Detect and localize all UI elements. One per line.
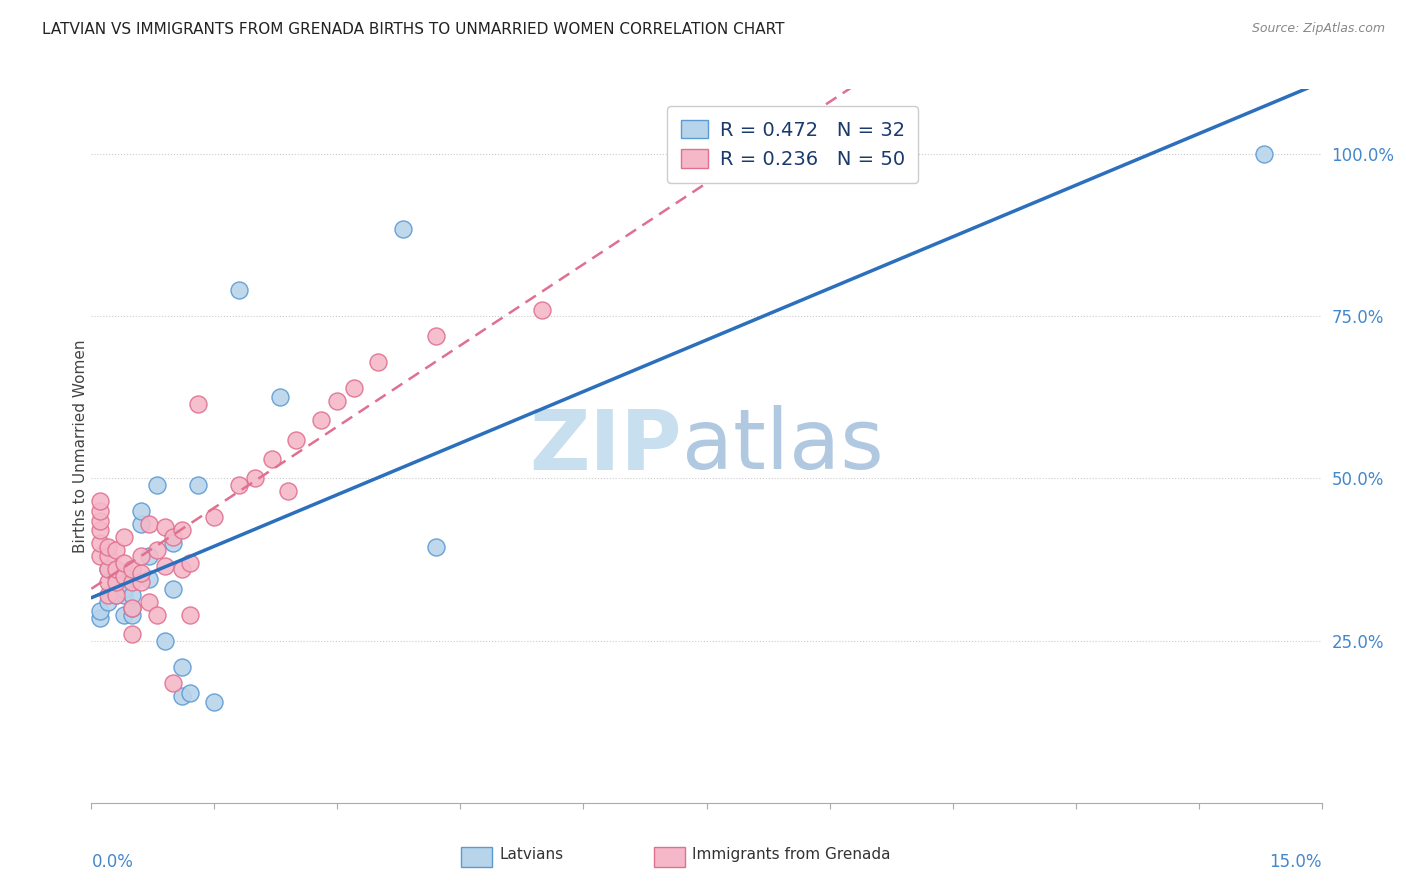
Point	[89, 536, 111, 550]
Point	[129, 566, 152, 580]
Point	[162, 536, 184, 550]
Point	[121, 562, 143, 576]
Point	[162, 582, 184, 596]
Legend: R = 0.472   N = 32, R = 0.236   N = 50: R = 0.472 N = 32, R = 0.236 N = 50	[666, 106, 918, 183]
Point	[121, 601, 143, 615]
Point	[112, 556, 135, 570]
Point	[129, 516, 152, 531]
Point	[121, 607, 143, 622]
Point	[105, 575, 127, 590]
Point	[179, 607, 201, 622]
Point	[89, 604, 111, 618]
Point	[138, 516, 160, 531]
Point	[105, 588, 127, 602]
Point	[105, 588, 127, 602]
Point	[97, 575, 120, 590]
Point	[138, 549, 160, 564]
Point	[89, 514, 111, 528]
Point	[153, 520, 177, 534]
Point	[343, 381, 366, 395]
Point	[97, 562, 120, 576]
Point	[97, 549, 120, 564]
Text: ZIP: ZIP	[530, 406, 682, 486]
Point	[112, 530, 135, 544]
Point	[285, 433, 308, 447]
Point	[112, 607, 135, 622]
Text: Immigrants from Grenada: Immigrants from Grenada	[692, 847, 890, 862]
Point	[162, 675, 184, 690]
Point	[112, 582, 135, 596]
Point	[531, 302, 554, 317]
Point	[89, 524, 111, 538]
Point	[112, 588, 135, 602]
Point	[170, 524, 193, 538]
Point	[97, 595, 120, 609]
Point	[187, 478, 209, 492]
Point	[309, 413, 332, 427]
Point	[89, 611, 111, 625]
Point	[245, 471, 267, 485]
Point	[89, 504, 111, 518]
Point	[105, 572, 127, 586]
Point	[170, 659, 193, 673]
Point	[129, 549, 152, 564]
Point	[129, 504, 152, 518]
Point	[121, 575, 143, 590]
Point	[105, 542, 127, 557]
Point	[187, 397, 209, 411]
Point	[1253, 147, 1275, 161]
Point	[97, 588, 120, 602]
Point	[146, 478, 169, 492]
Point	[105, 568, 127, 582]
Point	[425, 328, 447, 343]
Point	[367, 354, 389, 368]
Point	[277, 484, 299, 499]
Point	[146, 542, 169, 557]
Point	[121, 627, 143, 641]
Point	[97, 562, 120, 576]
Text: 0.0%: 0.0%	[91, 853, 134, 871]
Point	[392, 221, 415, 235]
Point	[129, 575, 152, 590]
Point	[202, 510, 225, 524]
Point	[170, 562, 193, 576]
Text: LATVIAN VS IMMIGRANTS FROM GRENADA BIRTHS TO UNMARRIED WOMEN CORRELATION CHART: LATVIAN VS IMMIGRANTS FROM GRENADA BIRTH…	[42, 22, 785, 37]
Point	[97, 540, 120, 554]
Point	[112, 568, 135, 582]
Point	[228, 283, 250, 297]
Text: atlas: atlas	[682, 406, 883, 486]
Point	[146, 607, 169, 622]
Point	[162, 530, 184, 544]
Point	[179, 556, 201, 570]
Point	[260, 452, 283, 467]
Point	[153, 633, 177, 648]
Point	[121, 601, 143, 615]
Text: Source: ZipAtlas.com: Source: ZipAtlas.com	[1251, 22, 1385, 36]
Point	[179, 685, 201, 699]
Point	[138, 595, 160, 609]
Point	[138, 572, 160, 586]
Text: Latvians: Latvians	[499, 847, 564, 862]
Point	[269, 390, 291, 404]
Point	[105, 575, 127, 590]
Point	[89, 494, 111, 508]
Point	[202, 695, 225, 709]
Point	[326, 393, 349, 408]
Point	[105, 562, 127, 576]
Point	[153, 559, 177, 574]
Text: 15.0%: 15.0%	[1270, 853, 1322, 871]
Y-axis label: Births to Unmarried Women: Births to Unmarried Women	[73, 339, 87, 553]
Point	[89, 549, 111, 564]
Point	[228, 478, 250, 492]
Point	[121, 588, 143, 602]
Point	[170, 689, 193, 703]
Point	[425, 540, 447, 554]
